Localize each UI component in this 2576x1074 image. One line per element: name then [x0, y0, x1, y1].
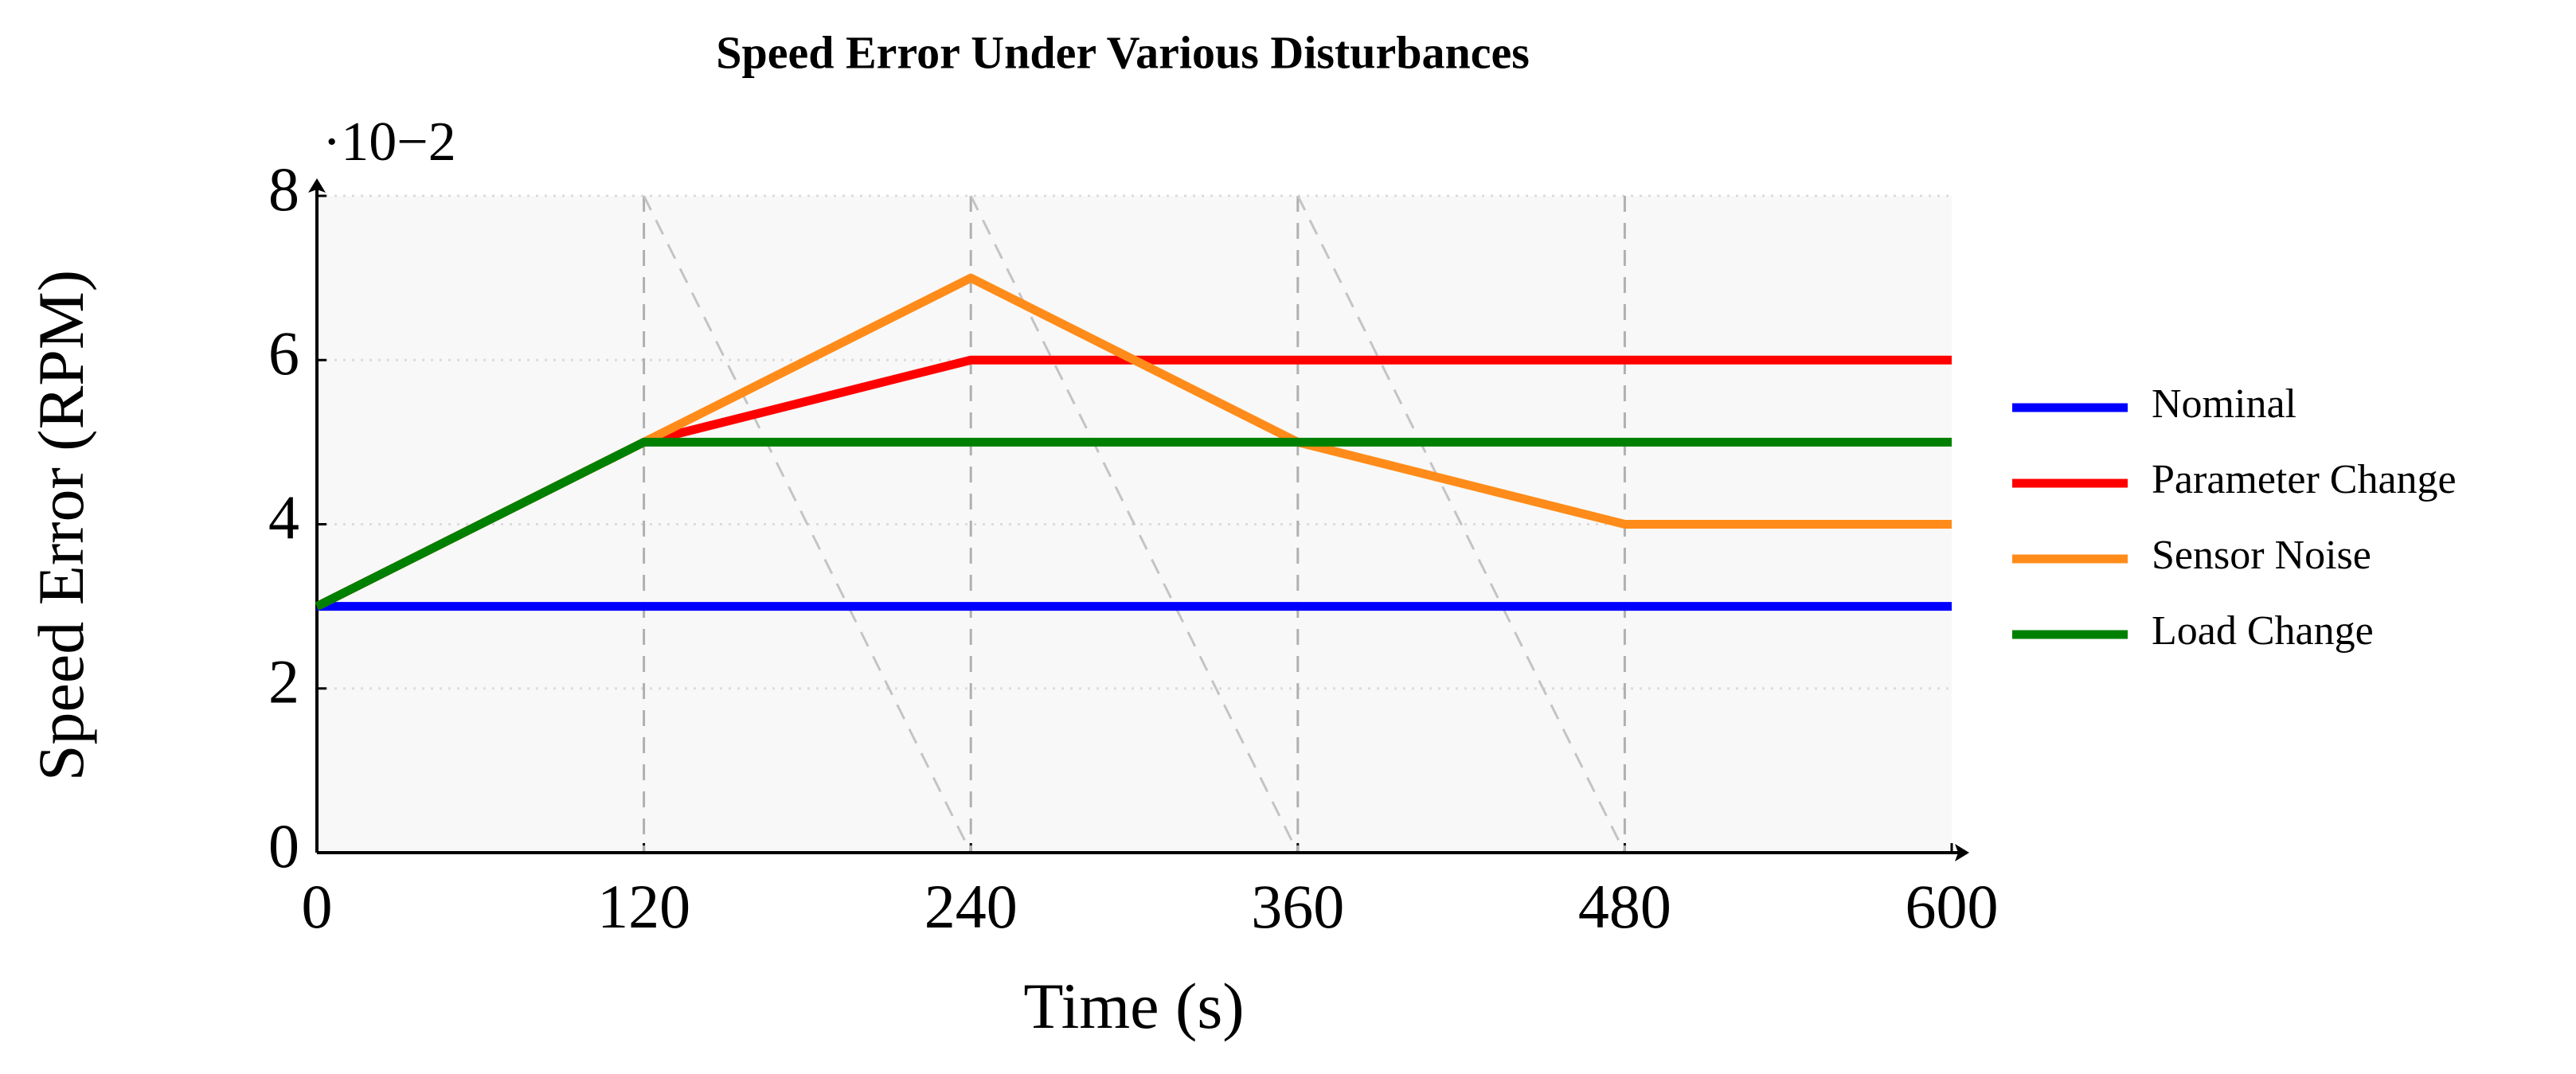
- x-tick-label: 480: [1578, 872, 1671, 941]
- guide-diagonal: [1296, 195, 1626, 853]
- y-tick-label: 8: [268, 154, 299, 224]
- y-tick-label: 4: [268, 482, 299, 552]
- series-line: [315, 437, 1952, 611]
- y-tick-label: 2: [268, 647, 299, 717]
- y-axis-label: Speed Error (RPM): [25, 270, 97, 781]
- x-tick-label: 120: [597, 872, 690, 941]
- y-axis-arrow: [308, 178, 326, 193]
- x-tick-label: 600: [1906, 872, 1999, 941]
- y-tick-label: 0: [268, 811, 299, 881]
- x-axis-label: Time (s): [1023, 970, 1244, 1042]
- y-tick-label: 6: [268, 318, 299, 388]
- legend-label: Parameter Change: [2152, 457, 2457, 502]
- legend-label: Sensor Noise: [2152, 533, 2371, 578]
- x-axis-arrow: [1955, 844, 1969, 861]
- chart-title: Speed Error Under Various Disturbances: [716, 26, 1530, 78]
- y-scale-label: ·10−2: [322, 111, 456, 173]
- x-tick-label: 360: [1251, 872, 1344, 941]
- legend-label: Nominal: [2152, 381, 2297, 427]
- x-tick-label: 0: [302, 872, 333, 941]
- legend-label: Load Change: [2152, 608, 2374, 654]
- guide-diagonal: [643, 195, 972, 853]
- x-tick-label: 240: [924, 872, 1018, 941]
